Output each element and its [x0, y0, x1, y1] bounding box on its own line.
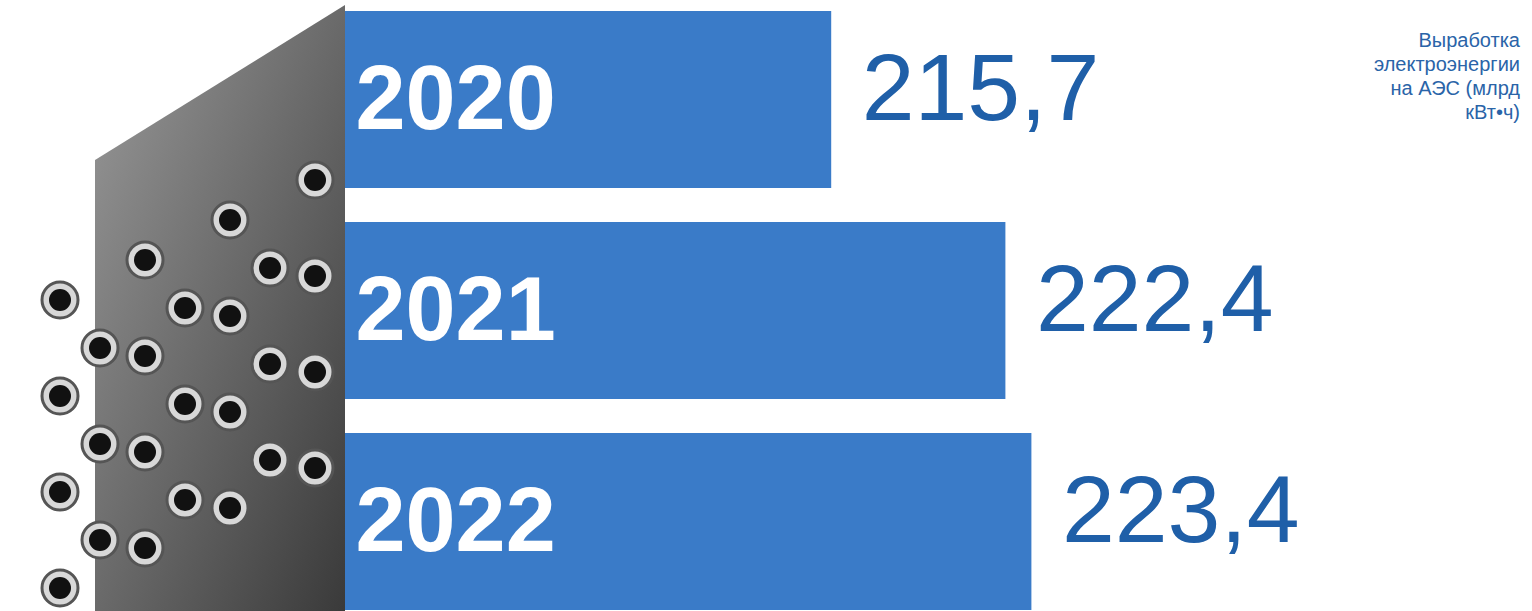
svg-text:222,4: 222,4 [1036, 245, 1274, 351]
svg-text:2022: 2022 [356, 470, 556, 570]
svg-text:223,4: 223,4 [1062, 456, 1300, 562]
svg-text:2021: 2021 [356, 259, 556, 359]
html-text:Выработка электроэнергии на АЭ: Выработка электроэнергии на АЭС (млрд кВ… [1373, 29, 1520, 123]
svg-text:2020: 2020 [356, 48, 556, 148]
svg-text:215,7: 215,7 [862, 34, 1100, 140]
